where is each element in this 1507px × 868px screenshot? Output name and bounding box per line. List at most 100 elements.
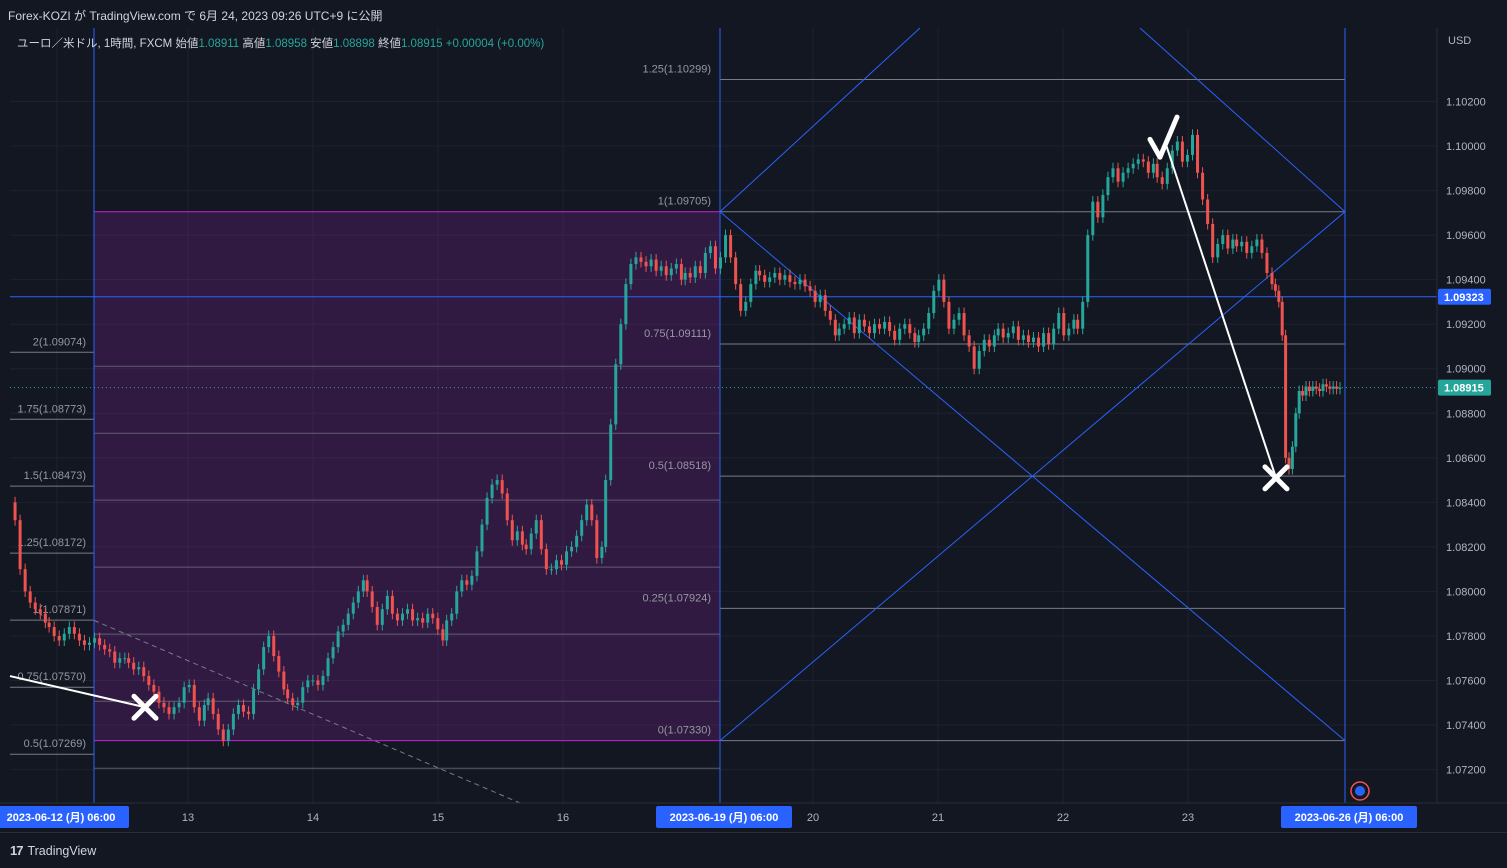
candle-body bbox=[47, 622, 51, 628]
candle-body bbox=[908, 324, 912, 334]
candle-body bbox=[375, 607, 379, 625]
candle-body bbox=[837, 328, 841, 336]
candle-body bbox=[390, 595, 394, 614]
candle-body bbox=[1331, 386, 1335, 389]
price-axis-bg bbox=[1437, 28, 1507, 803]
candle-body bbox=[416, 618, 420, 621]
cross-stroke bbox=[1262, 464, 1290, 492]
fib-label: 0.75(1.07570) bbox=[18, 671, 87, 683]
candle-body bbox=[852, 317, 856, 334]
candle-body bbox=[172, 707, 176, 714]
tradingview-logo[interactable]: 17 TradingView bbox=[10, 843, 96, 858]
candle-body bbox=[465, 580, 469, 585]
fib-label: 1.75(1.08773) bbox=[18, 403, 87, 415]
candle-body bbox=[13, 502, 17, 521]
tradingview-icon: 17 bbox=[10, 843, 24, 858]
candle-body bbox=[992, 335, 996, 347]
candle-body bbox=[157, 691, 161, 703]
candle-body bbox=[1047, 333, 1051, 345]
candle-body bbox=[510, 520, 514, 541]
candle-body bbox=[793, 281, 797, 285]
candle-body bbox=[585, 504, 589, 521]
candle-body bbox=[52, 627, 56, 636]
gann-line bbox=[719, 27, 921, 213]
candle-body bbox=[1031, 337, 1035, 343]
candle-body bbox=[1311, 386, 1315, 392]
candle-body bbox=[1240, 241, 1244, 247]
candle-body bbox=[216, 713, 220, 730]
candle-body bbox=[385, 595, 389, 610]
candle-body bbox=[241, 705, 245, 712]
candle-body bbox=[88, 642, 92, 645]
candle-body bbox=[1324, 384, 1328, 387]
candle-body bbox=[529, 533, 533, 550]
fib-label: 0.25(1.07924) bbox=[643, 592, 712, 604]
candle-body bbox=[62, 633, 66, 641]
candle-body bbox=[1221, 235, 1225, 245]
candle-body bbox=[614, 364, 618, 425]
candle-body bbox=[1006, 333, 1010, 338]
candle-body bbox=[942, 279, 946, 302]
candle-body bbox=[162, 702, 166, 708]
time-tick-label: 16 bbox=[557, 812, 569, 824]
candle-body bbox=[1231, 239, 1235, 249]
candle-body bbox=[1021, 335, 1025, 340]
candle-body bbox=[77, 633, 81, 641]
candle-body bbox=[1190, 134, 1194, 155]
candle-body bbox=[127, 658, 131, 663]
candle-body bbox=[252, 689, 256, 714]
candle-body bbox=[1284, 335, 1288, 458]
candle-body bbox=[505, 493, 509, 521]
candle-body bbox=[1277, 290, 1281, 302]
candle-body bbox=[142, 667, 146, 677]
candle-body bbox=[231, 713, 235, 730]
candle-body bbox=[1290, 446, 1294, 469]
candle-body bbox=[226, 729, 230, 741]
candle-body bbox=[247, 711, 251, 714]
candle-body bbox=[679, 264, 683, 280]
candle-body bbox=[898, 328, 902, 340]
candle-body bbox=[947, 301, 951, 329]
candle-body bbox=[962, 313, 966, 336]
candle-body bbox=[365, 580, 369, 592]
high-value: 1.08958 bbox=[265, 38, 307, 50]
candle-body bbox=[823, 295, 827, 311]
candle-body bbox=[783, 275, 787, 280]
time-tick-label: 22 bbox=[1057, 812, 1069, 824]
fib-label: 1.25(1.10299) bbox=[643, 63, 712, 75]
candle-body bbox=[570, 546, 574, 552]
candle-body bbox=[698, 266, 702, 273]
price-badge-label: 1.08915 bbox=[1444, 383, 1484, 395]
candle-body bbox=[72, 627, 76, 634]
candle-body bbox=[431, 613, 435, 619]
candle-body bbox=[987, 339, 991, 347]
candle-body bbox=[719, 257, 723, 269]
candle-body bbox=[883, 321, 887, 329]
candle-body bbox=[1211, 223, 1215, 258]
candle-body bbox=[639, 257, 643, 262]
candle-body bbox=[475, 551, 479, 576]
candle-body bbox=[544, 549, 548, 570]
candle-body bbox=[152, 684, 156, 692]
candle-body bbox=[400, 613, 404, 621]
candle-body bbox=[744, 301, 748, 311]
candle-body bbox=[1270, 272, 1274, 285]
candle-body bbox=[1314, 386, 1318, 389]
candle-body bbox=[1201, 172, 1205, 200]
candle-body bbox=[356, 591, 360, 603]
candle-body bbox=[1260, 239, 1264, 253]
candle-body bbox=[1170, 150, 1174, 169]
candle-body bbox=[123, 658, 127, 660]
candle-body bbox=[927, 313, 931, 329]
candle-body bbox=[490, 484, 494, 498]
candles bbox=[13, 129, 1342, 747]
price-chart[interactable]: 2(1.09074) 1.75(1.08773) 1.5(1.08473) 1.25(… bbox=[0, 0, 1507, 832]
candle-body bbox=[649, 259, 653, 267]
publish-line: Forex-KOZI が TradingView.com で 6月 24, 20… bbox=[8, 9, 383, 23]
candle-body bbox=[957, 313, 961, 320]
candle-body bbox=[28, 591, 32, 603]
candle-body bbox=[763, 275, 767, 282]
candle-body bbox=[1180, 141, 1184, 162]
candle-body bbox=[749, 284, 753, 302]
candle-body bbox=[788, 275, 792, 282]
